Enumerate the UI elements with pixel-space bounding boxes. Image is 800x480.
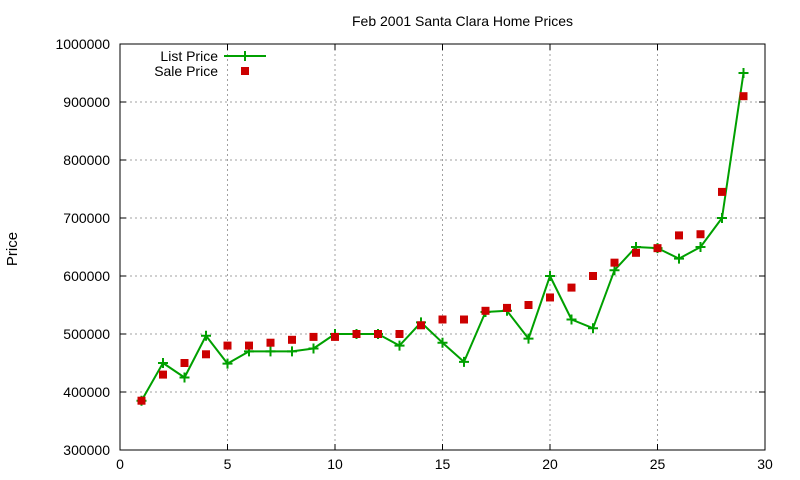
legend-marker-sale-price (241, 67, 249, 75)
sale-price-point (266, 338, 275, 347)
y-tick-label: 300000 (63, 442, 110, 458)
sale-price-point (460, 315, 468, 324)
y-tick-label: 700000 (63, 210, 110, 226)
list-price-point (201, 330, 211, 341)
list-price-point (674, 253, 684, 264)
sale-price-point (653, 244, 662, 253)
sale-price-point (331, 332, 339, 341)
legend-label-list-price: List Price (160, 48, 218, 64)
sale-price-point (309, 332, 318, 341)
sale-price-point (739, 92, 748, 101)
sale-price-point (180, 359, 189, 367)
y-tick-label: 500000 (63, 326, 110, 342)
list-price-point (717, 213, 727, 223)
list-price-point (222, 358, 233, 369)
sale-price-point (438, 315, 447, 324)
list-price-point (459, 356, 469, 367)
list-price-point (545, 271, 555, 281)
chart-title: Feb 2001 Santa Clara Home Prices (352, 13, 573, 29)
grid-lines (120, 44, 765, 450)
sale-price-point (417, 321, 425, 330)
x-tick-label: 25 (650, 456, 666, 472)
sale-price-point (223, 341, 232, 350)
list-price-point (158, 358, 168, 368)
sale-price-point (159, 370, 167, 379)
legend: List Price Sale Price (154, 48, 266, 79)
sale-price-point (288, 335, 296, 344)
x-tick-label: 30 (757, 456, 773, 472)
sale-price-point (503, 303, 511, 312)
list-price-point (287, 346, 297, 357)
x-tick-label: 15 (435, 456, 451, 472)
y-tick-label: 800000 (63, 152, 110, 168)
sale-price-point (481, 306, 490, 315)
y-tick-label: 900000 (63, 94, 110, 110)
sale-price-point (395, 330, 404, 338)
y-tick-label: 600000 (63, 268, 110, 284)
y-tick-labels: 300000 400000 500000 600000 700000 800000 9000… (55, 36, 110, 458)
list-price-point (738, 68, 749, 78)
list-price-point (394, 340, 405, 351)
list-price-point (609, 265, 620, 276)
sale-price-point (524, 301, 533, 309)
sale-price-point (137, 396, 146, 405)
series-sale-price (137, 92, 748, 405)
sale-price-point (696, 230, 705, 239)
list-price-point (695, 242, 706, 252)
y-tick-label: 400000 (63, 384, 110, 400)
sale-price-point (352, 330, 361, 338)
y-tick-label: 1000000 (55, 36, 110, 52)
legend-label-sale-price: Sale Price (154, 63, 218, 79)
sale-price-point (567, 283, 576, 292)
list-price-point (179, 372, 190, 383)
list-price-point (265, 346, 276, 357)
x-tick-label: 5 (224, 456, 232, 472)
y-axis-label: Price (4, 232, 21, 266)
legend-marker-list-price (240, 51, 250, 61)
sale-price-point (546, 293, 554, 302)
sale-price-point (610, 258, 619, 267)
sale-price-point (374, 330, 382, 338)
x-tick-label: 0 (116, 456, 124, 472)
x-tick-labels: 0 5 10 15 20 25 30 (116, 456, 773, 472)
list-price-line (140, 72, 745, 402)
sale-price-point (632, 248, 640, 257)
x-tick-label: 20 (542, 456, 558, 472)
x-tick-label: 10 (327, 456, 343, 472)
list-price-point (437, 337, 448, 348)
sale-price-point (675, 231, 683, 240)
sale-price-point (589, 272, 597, 280)
sale-price-point (245, 341, 253, 350)
list-price-point (566, 314, 577, 325)
list-price-point (523, 333, 534, 344)
sale-price-point (202, 350, 210, 359)
list-price-point (308, 343, 319, 354)
axis-ticks (119, 43, 766, 451)
list-price-point (588, 323, 598, 334)
sale-price-point (718, 187, 726, 196)
